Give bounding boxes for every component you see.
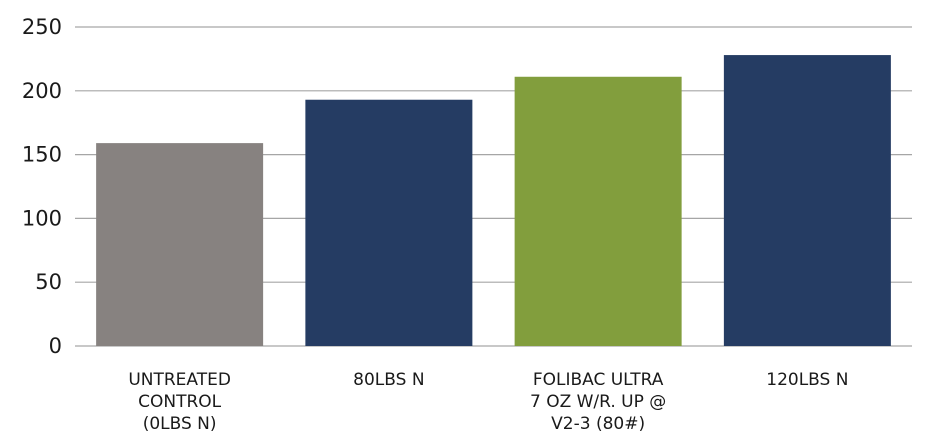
bar <box>514 76 682 346</box>
y-tick-label: 250 <box>22 15 62 39</box>
x-tick-label: (0LBS N) <box>143 414 217 434</box>
x-tick-label: V2-3 (80#) <box>551 414 645 434</box>
y-axis-tick-labels: 0 50 100 150 200 250 <box>22 15 62 358</box>
bar <box>96 143 264 346</box>
y-tick-label: 200 <box>22 79 62 103</box>
y-tick-label: 100 <box>22 206 62 230</box>
y-tick-label: 50 <box>35 270 62 294</box>
x-tick-label: UNTREATED <box>128 370 231 390</box>
x-tick-label: 7 OZ W/R. UP @ <box>530 392 666 412</box>
x-tick-label: 120LBS N <box>766 370 848 390</box>
x-tick-label: FOLIBAC ULTRA <box>533 370 664 390</box>
y-tick-label: 150 <box>22 143 62 167</box>
x-tick-label: CONTROL <box>138 392 222 412</box>
bars <box>96 55 891 347</box>
bar <box>305 99 473 347</box>
bar <box>723 55 891 347</box>
x-tick-label: 80LBS N <box>353 370 424 390</box>
y-tick-label: 0 <box>49 334 62 358</box>
